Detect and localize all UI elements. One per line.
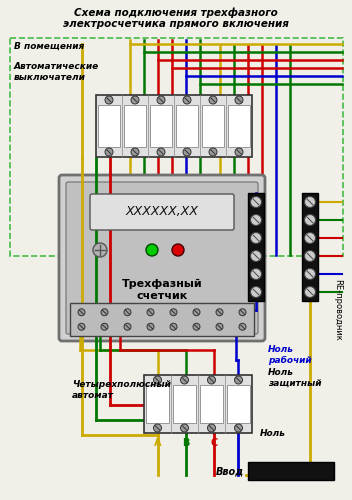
Circle shape	[251, 214, 262, 226]
Circle shape	[181, 376, 189, 384]
Circle shape	[105, 96, 113, 104]
FancyBboxPatch shape	[66, 182, 258, 334]
Circle shape	[153, 424, 162, 432]
Bar	[302, 193, 318, 301]
Circle shape	[251, 232, 262, 243]
Circle shape	[172, 244, 184, 256]
Text: Автоматические
выключатели: Автоматические выключатели	[14, 62, 99, 82]
Circle shape	[193, 324, 200, 330]
Circle shape	[207, 424, 215, 432]
Text: электросчетчика прямого включения: электросчетчика прямого включения	[63, 19, 289, 29]
Text: B: B	[182, 438, 190, 448]
Circle shape	[209, 96, 217, 104]
Circle shape	[304, 232, 315, 243]
Circle shape	[181, 424, 189, 432]
Circle shape	[209, 148, 217, 156]
Bar	[124, 105, 146, 147]
Bar	[70, 303, 254, 336]
Circle shape	[170, 308, 177, 316]
Text: Четырехполюсный
автомат: Четырехполюсный автомат	[72, 380, 171, 400]
Circle shape	[153, 376, 162, 384]
Circle shape	[234, 376, 243, 384]
Text: XXXXXX,XX: XXXXXX,XX	[126, 206, 199, 218]
Text: Ноль
рабочий: Ноль рабочий	[268, 345, 312, 365]
Text: Трехфазный
счетчик: Трехфазный счетчик	[122, 279, 202, 301]
Circle shape	[183, 148, 191, 156]
Circle shape	[193, 308, 200, 316]
Bar	[248, 193, 264, 301]
Bar	[150, 105, 172, 147]
Circle shape	[105, 148, 113, 156]
Circle shape	[101, 324, 108, 330]
Circle shape	[304, 196, 315, 207]
Bar	[228, 105, 250, 147]
Text: A: A	[154, 438, 162, 448]
Text: C: C	[210, 438, 218, 448]
Bar	[96, 95, 252, 157]
Circle shape	[304, 214, 315, 226]
Circle shape	[251, 196, 262, 207]
Circle shape	[235, 148, 243, 156]
Circle shape	[207, 376, 215, 384]
Bar	[173, 385, 196, 423]
Circle shape	[93, 243, 107, 257]
Bar	[10, 38, 343, 256]
Circle shape	[251, 250, 262, 262]
Circle shape	[170, 324, 177, 330]
Text: Схема подключения трехфазного: Схема подключения трехфазного	[74, 8, 278, 18]
FancyBboxPatch shape	[90, 194, 234, 230]
Circle shape	[157, 96, 165, 104]
Text: Ввод: Ввод	[216, 467, 244, 477]
Circle shape	[235, 96, 243, 104]
Circle shape	[147, 308, 154, 316]
Bar	[200, 385, 223, 423]
Text: Ноль: Ноль	[260, 428, 286, 438]
Circle shape	[78, 324, 85, 330]
Circle shape	[124, 324, 131, 330]
Bar	[248, 462, 334, 480]
Circle shape	[216, 324, 223, 330]
Circle shape	[304, 286, 315, 298]
Circle shape	[251, 268, 262, 280]
Circle shape	[124, 308, 131, 316]
Circle shape	[239, 308, 246, 316]
Bar	[98, 105, 120, 147]
Circle shape	[304, 250, 315, 262]
Circle shape	[101, 308, 108, 316]
Circle shape	[183, 96, 191, 104]
Circle shape	[78, 308, 85, 316]
Circle shape	[239, 324, 246, 330]
Circle shape	[131, 148, 139, 156]
Circle shape	[216, 308, 223, 316]
Circle shape	[251, 286, 262, 298]
Circle shape	[131, 96, 139, 104]
Bar	[144, 375, 252, 433]
Text: RE-проводник: RE-проводник	[333, 279, 342, 341]
Circle shape	[304, 268, 315, 280]
Circle shape	[157, 148, 165, 156]
Bar	[146, 385, 169, 423]
Text: В помещения: В помещения	[14, 42, 84, 51]
Circle shape	[146, 244, 158, 256]
Bar	[176, 105, 198, 147]
Circle shape	[234, 424, 243, 432]
Bar	[202, 105, 224, 147]
Bar	[227, 385, 250, 423]
Circle shape	[147, 324, 154, 330]
Text: Ноль
защитный: Ноль защитный	[268, 368, 321, 388]
FancyBboxPatch shape	[59, 175, 265, 341]
